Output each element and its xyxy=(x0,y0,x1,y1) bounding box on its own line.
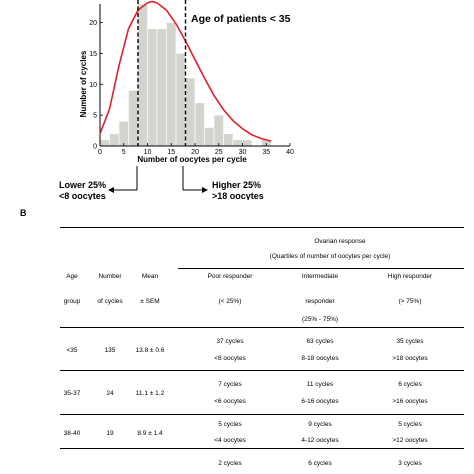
histogram-bar xyxy=(166,22,177,147)
histogram-bar xyxy=(242,139,253,147)
x-tick-label: 35 xyxy=(262,149,270,156)
y-tick-label: 10 xyxy=(89,82,97,89)
lower-quartile-label-2: <8 oocytes xyxy=(59,191,106,200)
x-tick-label: 30 xyxy=(239,149,247,156)
quartile-rule xyxy=(178,268,464,269)
col-high-1: High responder xyxy=(387,273,433,280)
col-poor-2: (< 25%) xyxy=(218,298,242,305)
row-rule-3 xyxy=(60,448,464,449)
col-poor-1: Poor responder xyxy=(207,273,253,280)
chart-axes: 0 5 10 15 20 25 30 35 40 0 5 10 15 20 xyxy=(89,4,294,156)
row2-number: 24 xyxy=(106,390,114,397)
row2-poor-cycles: 7 cycles xyxy=(218,381,242,388)
row2-high-cycles: 6 cycles xyxy=(398,381,422,388)
col-age-2: group xyxy=(63,298,81,305)
histogram-bar xyxy=(156,28,167,147)
row3-inter-oocytes: 4-12 oocytes xyxy=(301,437,339,444)
histogram-bar xyxy=(137,3,148,147)
cutoff-lines xyxy=(137,0,187,146)
histogram-bar xyxy=(128,90,139,147)
row-rule-1 xyxy=(60,370,464,371)
higher-quartile-arrow xyxy=(182,166,208,193)
row2-mean: 11.1 ± 1.2 xyxy=(135,390,165,397)
y-tick-label: 15 xyxy=(89,51,97,58)
histogram-bar xyxy=(109,133,120,147)
row4-high-cycles: 3 cycles xyxy=(398,460,422,467)
row2-poor-oocytes: <6 oocytes xyxy=(214,398,246,405)
histogram-bar xyxy=(147,28,158,147)
row3-age: 38-40 xyxy=(63,430,81,437)
histogram-bar xyxy=(194,102,205,147)
y-tick-label: 5 xyxy=(93,113,97,120)
histogram-bar xyxy=(175,53,186,147)
quartiles-heading: (Quartiles of number of oocytes per cycl… xyxy=(269,253,391,260)
y-tick-label: 0 xyxy=(93,144,97,151)
ovarian-response-heading: Ovarian response xyxy=(314,238,366,245)
col-intermediate-3: (25% - 75%) xyxy=(301,316,339,323)
histogram-bar xyxy=(213,114,224,147)
row1-inter-cycles: 63 cycles xyxy=(306,338,334,345)
histogram-bar xyxy=(118,121,129,147)
x-tick-label: 40 xyxy=(286,149,294,156)
row1-poor-oocytes: <8 oocytes xyxy=(214,355,246,362)
row2-inter-oocytes: 6-16 oocytes xyxy=(301,398,339,405)
histogram-bar xyxy=(99,139,110,147)
x-tick-label: 15 xyxy=(167,149,175,156)
row3-high-cycles: 5 cycles xyxy=(398,421,422,428)
row2-age: 35-37 xyxy=(63,390,81,397)
histogram-bar xyxy=(232,139,243,147)
row1-high-cycles: 35 cycles xyxy=(396,338,424,345)
x-tick-label: 5 xyxy=(122,149,126,156)
lower-quartile-label-1: Lower 25% xyxy=(59,180,106,190)
histogram-chart: 0 5 10 15 20 25 30 35 40 0 5 10 15 20 Age of patients… xyxy=(59,0,294,200)
col-number-2: of cycles xyxy=(97,298,123,305)
histogram-bars xyxy=(99,3,272,147)
row3-poor-cycles: 5 cycles xyxy=(218,421,242,428)
higher-quartile-label-1: Higher 25% xyxy=(212,180,261,190)
higher-quartile-label-2: >18 oocytes xyxy=(212,191,264,200)
row3-high-oocytes: >12 oocytes xyxy=(392,437,428,444)
row4-inter-cycles: 6 cycles xyxy=(308,460,332,467)
row3-inter-cycles: 9 cycles xyxy=(308,421,332,428)
row1-poor-cycles: 37 cycles xyxy=(216,338,244,345)
chart-annotation: Age of patients < 35 xyxy=(191,13,291,25)
row2-inter-cycles: 11 cycles xyxy=(306,381,334,388)
row3-number: 19 xyxy=(106,430,114,437)
header-bottom-rule xyxy=(60,327,464,328)
col-mean-1: Mean xyxy=(141,273,159,280)
col-intermediate-1: Intermediate xyxy=(301,273,339,280)
row1-high-oocytes: >18 oocytes xyxy=(392,355,428,362)
row3-mean: 8.9 ± 1.4 xyxy=(137,430,163,437)
row1-number: 135 xyxy=(104,347,116,354)
histogram-bar xyxy=(204,127,215,147)
col-intermediate-2: responder xyxy=(305,298,335,305)
row-rule-2 xyxy=(60,414,464,415)
fit-curve xyxy=(99,0,272,142)
panel-b-label: B xyxy=(20,208,27,218)
row3-poor-oocytes: <4 oocytes xyxy=(214,437,246,444)
histogram-bar xyxy=(185,77,196,147)
x-tick-label: 0 xyxy=(98,149,102,156)
x-tick-label: 20 xyxy=(191,149,199,156)
y-axis-label: Number of cycles xyxy=(79,50,88,117)
lower-quartile-arrow xyxy=(108,166,138,193)
col-mean-2: ± SEM xyxy=(140,298,160,305)
col-age-1: Age xyxy=(66,273,78,280)
row1-age: <35 xyxy=(66,347,78,354)
col-high-2: (> 75%) xyxy=(398,298,422,305)
x-tick-label: 10 xyxy=(144,149,152,156)
table-top-rule xyxy=(60,227,464,228)
row2-high-oocytes: >16 oocytes xyxy=(392,398,428,405)
histogram-bar xyxy=(223,133,234,147)
row4-poor-cycles: 2 cycles xyxy=(218,460,242,467)
x-tick-label: 25 xyxy=(215,149,223,156)
row1-inter-oocytes: 8-18 oocytes xyxy=(301,355,339,362)
row1-mean: 13.8 ± 0.6 xyxy=(135,347,165,354)
y-tick-label: 20 xyxy=(89,20,97,27)
col-number-1: Number xyxy=(98,273,122,280)
x-axis-label: Number of oocytes per cycle xyxy=(137,155,247,164)
